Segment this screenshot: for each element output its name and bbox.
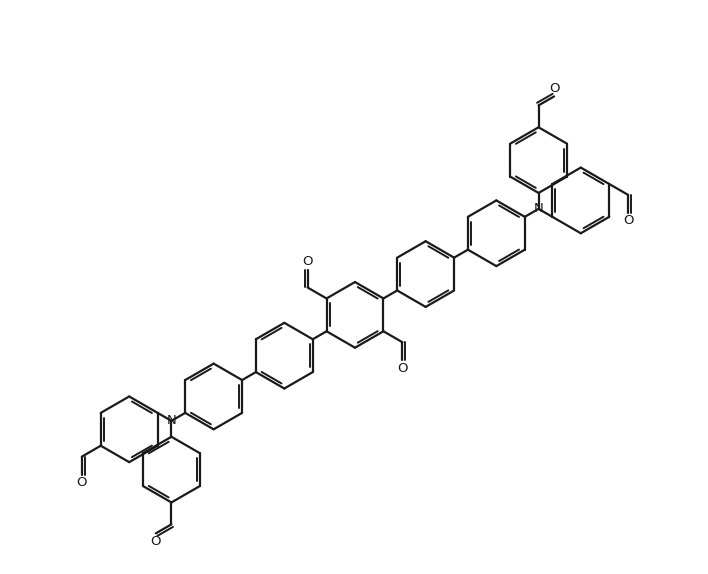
Text: O: O bbox=[549, 82, 559, 95]
Text: O: O bbox=[151, 535, 161, 548]
Text: N: N bbox=[166, 414, 176, 428]
Text: O: O bbox=[623, 214, 634, 227]
Text: O: O bbox=[397, 362, 408, 375]
Text: O: O bbox=[302, 255, 313, 268]
Text: N: N bbox=[534, 203, 544, 215]
Text: O: O bbox=[76, 476, 87, 489]
